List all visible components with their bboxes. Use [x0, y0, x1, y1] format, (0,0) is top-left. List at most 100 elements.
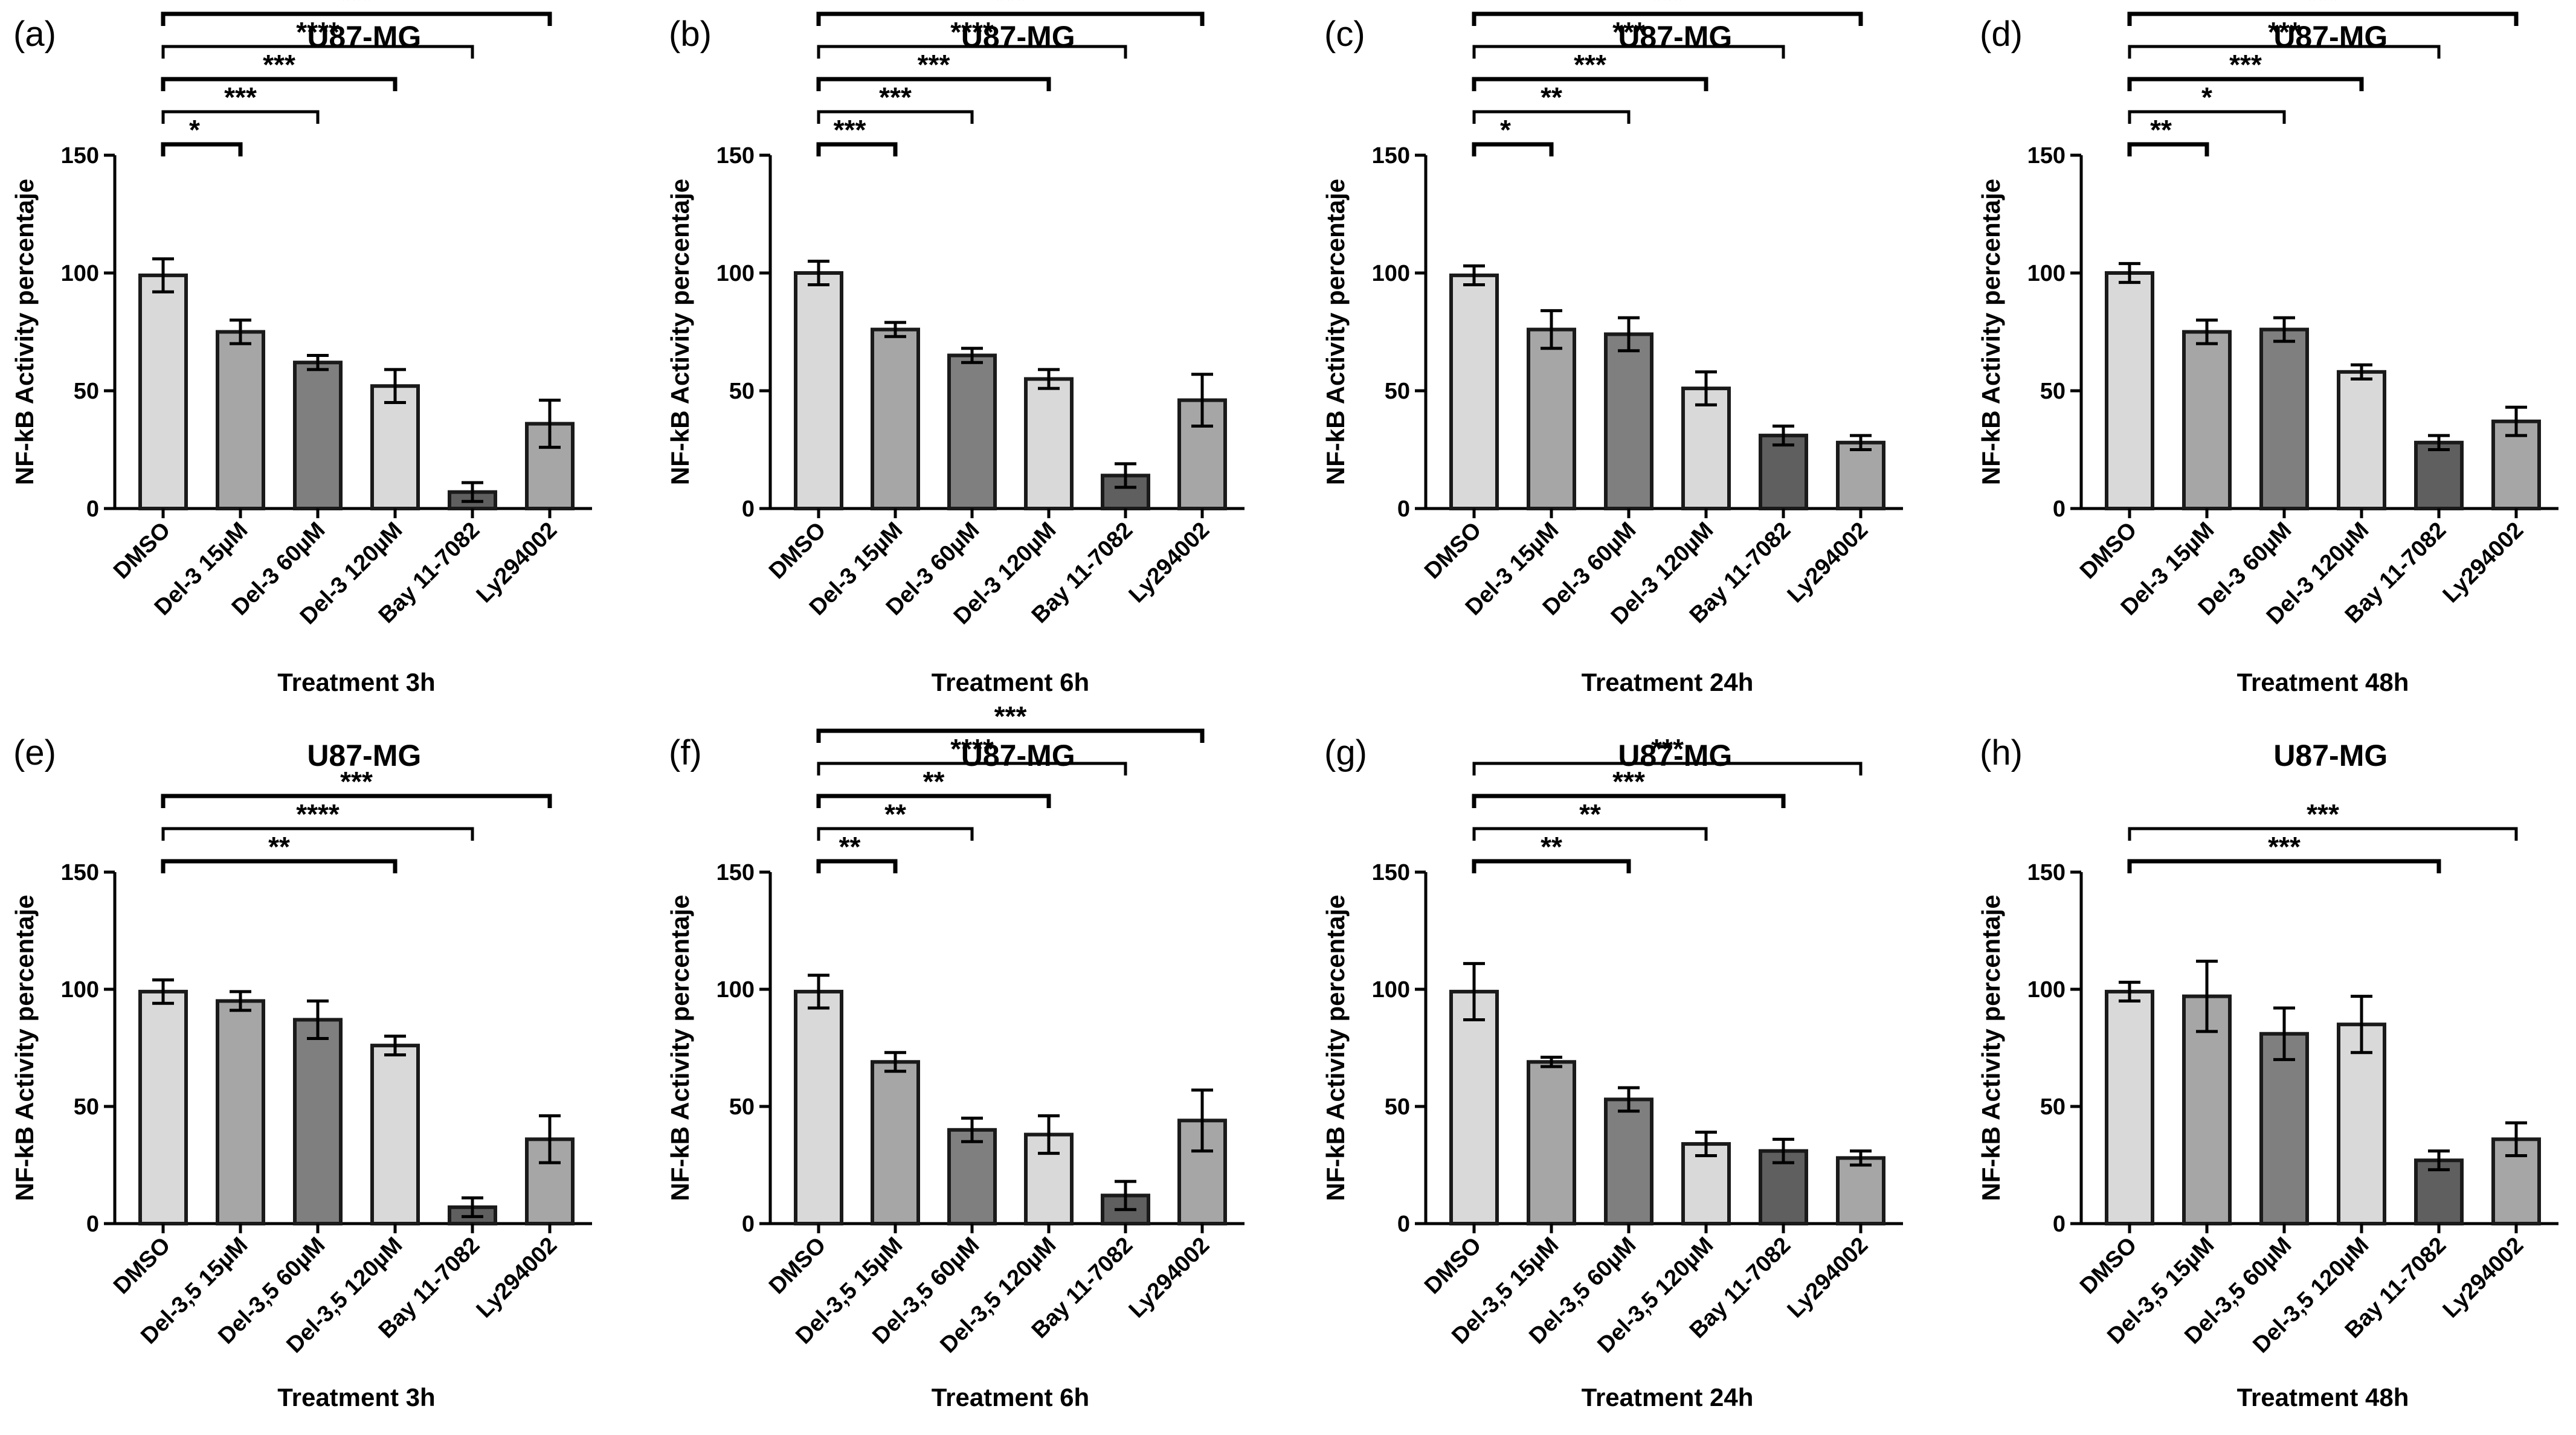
panel-letter: (c) — [1324, 14, 1365, 54]
significance-bracket — [817, 110, 974, 124]
y-tick-label: 100 — [716, 261, 755, 286]
chart-title: U87-MG — [1618, 20, 1732, 54]
chart-panel: (f) U87-MG 0 50 100 150 NF-kB Activity percent… — [666, 701, 1245, 1411]
panel-letter: (d) — [1980, 14, 2023, 54]
significance-bracket — [1472, 859, 1631, 873]
bar — [1527, 327, 1576, 510]
significance-bracket — [161, 11, 552, 26]
significance-bracket — [817, 45, 1127, 59]
significance-label: *** — [1651, 733, 1684, 765]
category-label: Ly294002 — [1783, 518, 1873, 608]
significance-label: **** — [296, 798, 340, 830]
bar — [1527, 1060, 1576, 1226]
category-label: DMSO — [2075, 518, 2142, 584]
bar — [947, 1128, 997, 1226]
chart-panel: (g) U87-MG 0 50 100 150 NF-kB Activity percent… — [1321, 733, 1903, 1411]
significance-label: *** — [2268, 16, 2301, 48]
y-tick-label: 50 — [1385, 1094, 1410, 1120]
bar — [2182, 330, 2232, 510]
bar — [1836, 440, 1885, 510]
x-axis-label: Treatment 3h — [277, 668, 435, 696]
significance-label: *** — [1651, 0, 1684, 15]
bar — [138, 989, 188, 1225]
category-label: Ly294002 — [2438, 518, 2529, 608]
y-tick-label: 50 — [74, 379, 99, 404]
significance-label: **** — [296, 16, 340, 48]
panel-letter: (e) — [13, 733, 56, 772]
y-tick-label: 150 — [2027, 143, 2066, 169]
x-axis-label: Treatment 6h — [932, 668, 1089, 696]
chart-panel: (a) U87-MG 0 50 100 150 NF-kB Activity percent… — [10, 0, 592, 696]
chart-panel: (c) U87-MG 0 50 100 150 NF-kB Activity percent… — [1321, 0, 1903, 696]
significance-bracket — [1472, 142, 1554, 156]
significance-label: * — [1500, 114, 1511, 146]
y-tick-label: 100 — [2027, 261, 2066, 286]
bar — [2105, 271, 2154, 510]
y-tick-label: 100 — [61, 977, 99, 1003]
y-tick-label: 0 — [742, 1212, 755, 1237]
significance-label: **** — [950, 16, 994, 48]
y-axis-label: NF-kB Activity percentaje — [10, 179, 39, 485]
significance-label: *** — [918, 49, 950, 80]
y-tick-label: 0 — [86, 496, 99, 522]
significance-bracket — [816, 11, 1205, 26]
bar — [1681, 387, 1731, 510]
category-label: DMSO — [1420, 1233, 1486, 1299]
significance-bracket — [816, 794, 1051, 808]
y-tick-label: 50 — [1385, 379, 1410, 404]
significance-label: ** — [839, 831, 861, 862]
category-label: DMSO — [764, 518, 831, 584]
significance-label: *** — [2229, 49, 2262, 80]
bar — [1449, 989, 1499, 1225]
y-tick-label: 0 — [2053, 1212, 2066, 1237]
category-label: DMSO — [2075, 1233, 2142, 1299]
significance-bracket — [816, 77, 1051, 91]
y-tick-label: 150 — [2027, 860, 2066, 885]
significance-label: *** — [263, 49, 295, 80]
bar — [2414, 440, 2464, 510]
bar — [871, 327, 920, 510]
y-tick-label: 100 — [716, 977, 755, 1003]
significance-bracket — [1472, 11, 1863, 26]
significance-bracket — [161, 142, 243, 156]
y-axis-label: NF-kB Activity percentaje — [666, 894, 694, 1201]
significance-label: **** — [950, 733, 994, 765]
x-axis-label: Treatment 24h — [1582, 1383, 1754, 1411]
chart-panel: (e) U87-MG 0 50 100 150 NF-kB Activity percent… — [10, 733, 592, 1411]
significance-bracket — [161, 77, 398, 91]
chart-title: U87-MG — [307, 20, 421, 54]
category-label: Ly294002 — [472, 518, 562, 608]
significance-label: *** — [340, 0, 373, 15]
y-tick-label: 50 — [74, 1094, 99, 1120]
bar — [1604, 1097, 1653, 1225]
y-axis-label: NF-kB Activity percentaje — [10, 894, 39, 1201]
bar — [1759, 434, 1808, 510]
significance-label: ** — [1541, 831, 1562, 862]
y-tick-label: 50 — [729, 379, 755, 404]
bar — [138, 273, 188, 510]
y-tick-label: 150 — [61, 143, 99, 169]
significance-label: *** — [2268, 831, 2301, 862]
significance-label: *** — [994, 0, 1027, 15]
x-axis-label: Treatment 6h — [932, 1383, 1089, 1411]
significance-bracket — [2127, 859, 2441, 873]
significance-label: ** — [923, 766, 945, 797]
x-axis-label: Treatment 3h — [277, 1383, 435, 1411]
bar — [370, 1044, 420, 1225]
y-axis-label: NF-kB Activity percentaje — [1321, 179, 1350, 485]
significance-bracket — [2127, 77, 2364, 91]
chart-title: U87-MG — [307, 739, 421, 772]
y-tick-label: 50 — [729, 1094, 755, 1120]
significance-label: *** — [879, 82, 912, 113]
significance-label: * — [189, 114, 200, 146]
x-axis-label: Treatment 48h — [2237, 1383, 2409, 1411]
bar — [1024, 377, 1074, 510]
significance-bracket — [2128, 827, 2518, 841]
bar — [947, 353, 997, 510]
y-tick-label: 50 — [2040, 379, 2066, 404]
significance-bracket — [1472, 110, 1631, 124]
category-label: DMSO — [109, 1233, 175, 1299]
significance-label: *** — [1612, 16, 1645, 48]
bar — [370, 384, 420, 511]
bar — [1836, 1156, 1885, 1225]
